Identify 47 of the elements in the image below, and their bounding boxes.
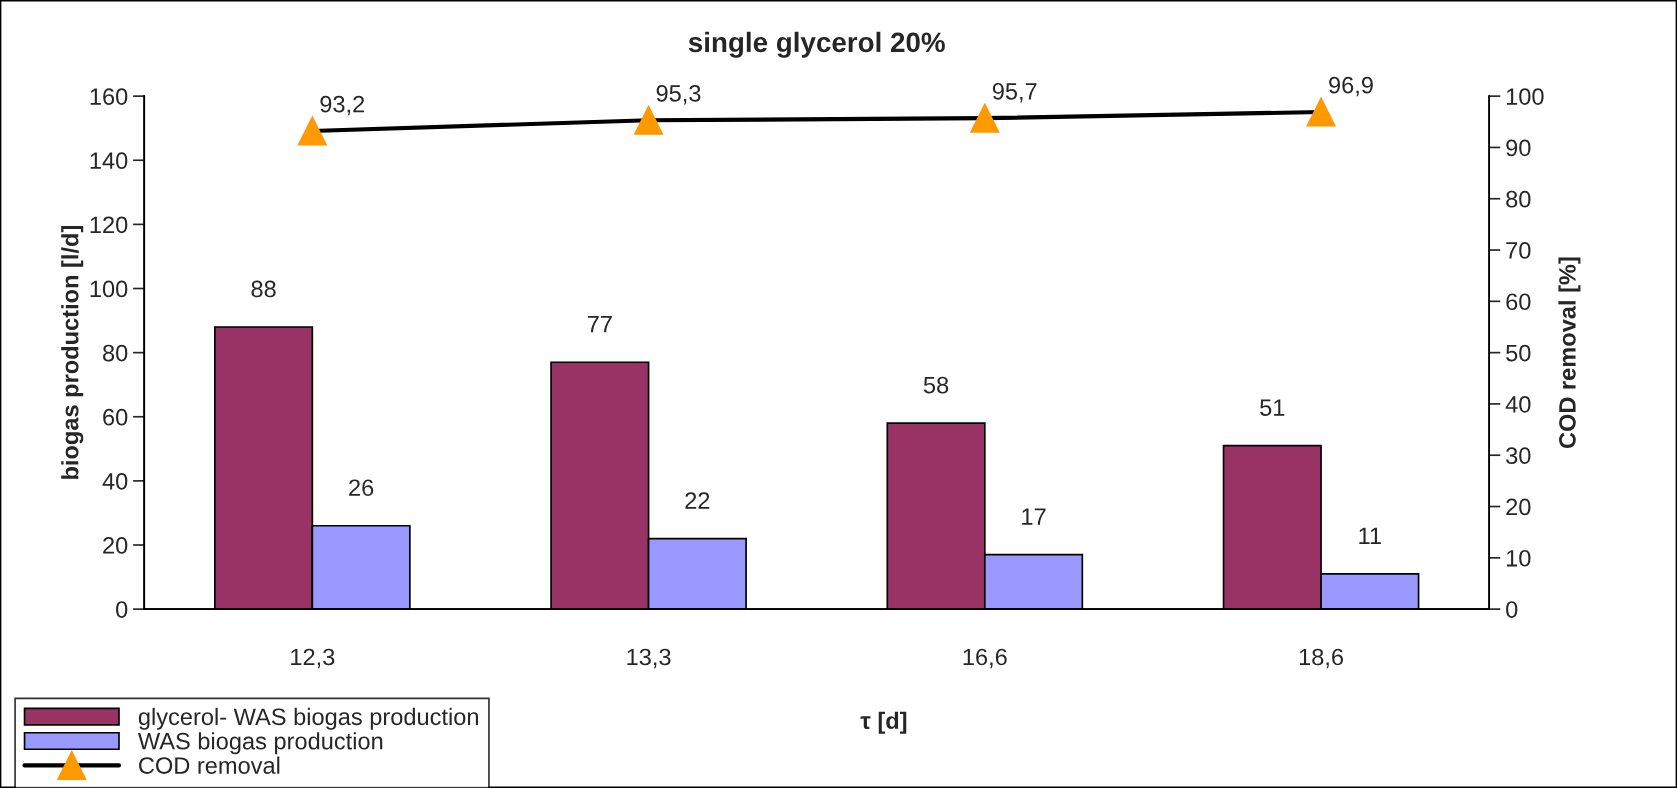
point xyxy=(1306,97,1336,127)
point xyxy=(970,103,1000,133)
y2-tick-label: 80 xyxy=(1506,190,1531,208)
y2-tick-label: 50 xyxy=(1506,344,1531,362)
data-label: 88 xyxy=(251,280,276,298)
data-label: 93,2 xyxy=(320,95,365,116)
y2-axis-title: COD removal [%] xyxy=(1558,257,1581,449)
data-label: 51 xyxy=(1260,399,1285,416)
y2-tick-label: 40 xyxy=(1505,396,1531,413)
y-tick-label: 160 xyxy=(90,88,128,105)
y2-tick-label: 30 xyxy=(1506,447,1531,465)
data-label: 22 xyxy=(685,492,710,509)
x-tick-label: 16,6 xyxy=(963,648,1007,669)
y-tick-label: 140 xyxy=(90,152,128,170)
x-tick-label: 12,3 xyxy=(291,648,335,669)
y2-tick-label: 90 xyxy=(1506,139,1531,157)
point xyxy=(297,116,327,146)
y2-tick-label: 10 xyxy=(1506,549,1531,567)
y-tick-label: 100 xyxy=(90,280,128,298)
x-tick-label: 18,6 xyxy=(1299,648,1343,669)
y-tick-label: 120 xyxy=(90,216,128,234)
data-label: 58 xyxy=(923,376,949,394)
y2-tick-label: 70 xyxy=(1506,242,1531,259)
y2-tick-label: 0 xyxy=(1506,601,1518,618)
y-tick-label: 60 xyxy=(103,408,128,426)
data-label: 26 xyxy=(349,479,374,497)
y2-tick-label: 60 xyxy=(1506,293,1531,311)
y-tick-label: 40 xyxy=(102,472,128,490)
y2-tick-label: 100 xyxy=(1506,88,1544,105)
y-tick-label: 20 xyxy=(103,537,128,554)
legend-label: WAS biogas production xyxy=(137,732,383,755)
x-axis-title: τ [d] xyxy=(860,711,907,734)
legend-label: glycerol- WAS biogas production xyxy=(138,707,478,730)
point xyxy=(633,105,664,135)
data-label: 11 xyxy=(1359,527,1381,544)
data-label: 95,7 xyxy=(992,82,1037,103)
chart-title: single glycerol 20% xyxy=(688,31,945,58)
x-tick-label: 13,3 xyxy=(627,648,671,669)
data-label: 96,9 xyxy=(1329,76,1373,97)
legend-label: COD removal xyxy=(139,756,280,774)
y-tick-label: 80 xyxy=(103,344,128,362)
y-axis-title: biogas production [l/d] xyxy=(61,226,84,479)
y2-tick-label: 20 xyxy=(1506,498,1531,516)
data-label: 77 xyxy=(587,316,612,333)
data-label: 95,3 xyxy=(656,84,701,105)
data-label: 17 xyxy=(1022,508,1046,525)
y-tick-label: 0 xyxy=(116,601,128,618)
